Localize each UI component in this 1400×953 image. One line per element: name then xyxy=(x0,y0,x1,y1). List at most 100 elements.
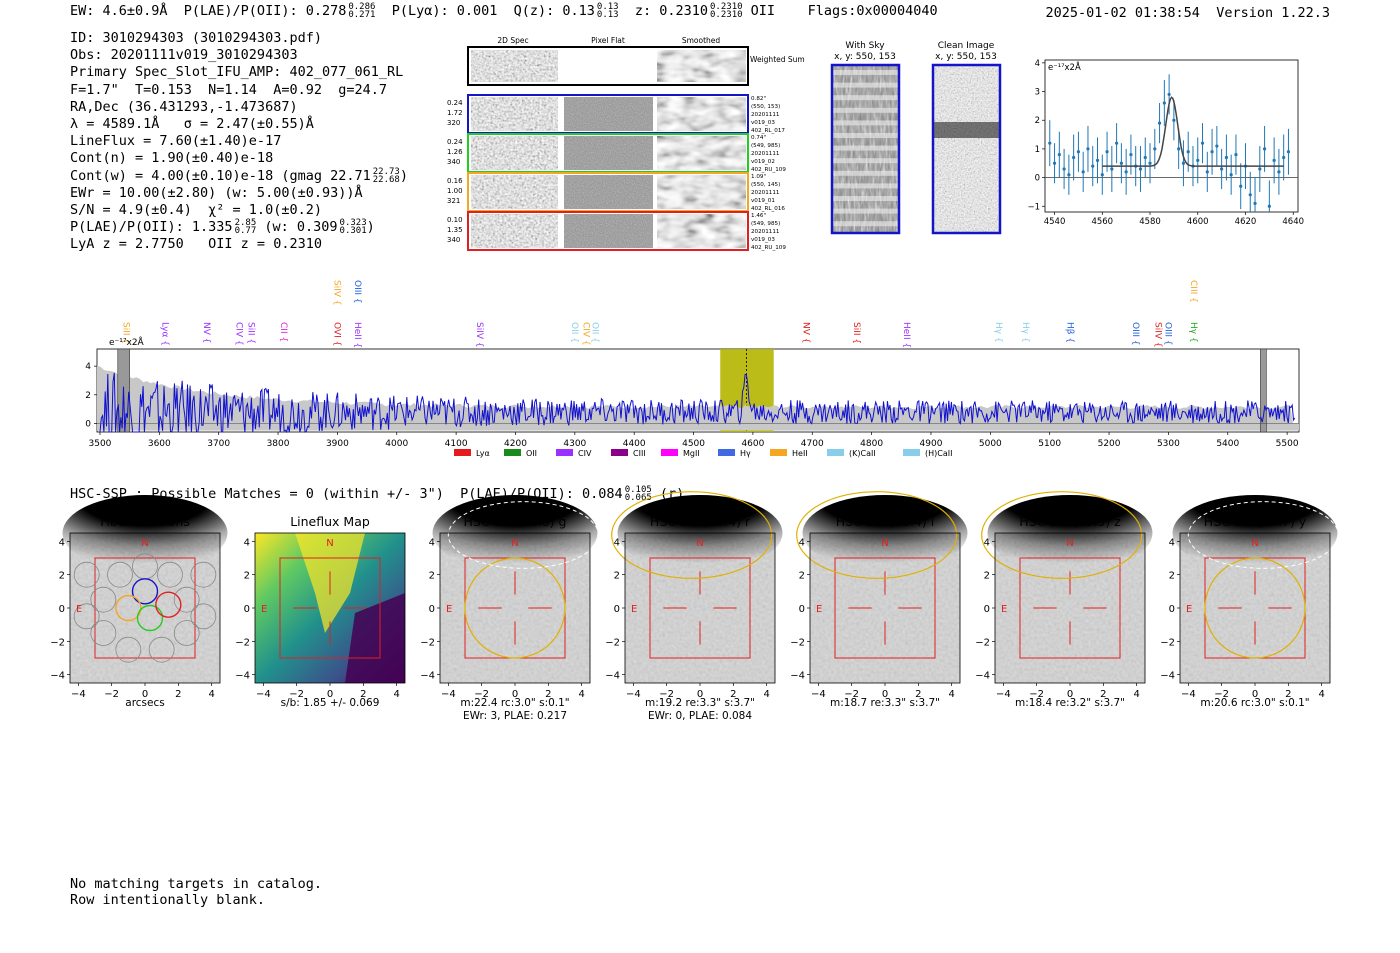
stamp-aperture-box xyxy=(279,557,381,659)
stamp-xtick-label: −4 xyxy=(626,689,641,700)
fiber-circle xyxy=(73,603,100,630)
stamp-ytick-label: −2 xyxy=(50,637,65,648)
zoom-point xyxy=(1234,153,1238,157)
cutout-right-value: v019_01 xyxy=(751,198,775,204)
stamp-source-ellipse xyxy=(611,491,773,579)
zoom-point xyxy=(1258,167,1262,171)
spec-line-label-text: OII { xyxy=(590,322,600,343)
stamp-ytick-label: −4 xyxy=(235,671,250,682)
zoom-xtick-label: 4580 xyxy=(1139,217,1161,227)
spec-line-label: SiII { xyxy=(851,322,861,344)
stamp-xtick-label: −4 xyxy=(441,689,456,700)
zoom-point xyxy=(1115,141,1119,145)
zoom-point xyxy=(1229,173,1233,177)
weighted-sum-label: Weighted Sum xyxy=(750,55,805,64)
spec-ytick-label: 2 xyxy=(85,391,91,401)
stamp-aperture-box xyxy=(834,557,936,659)
with-sky-image xyxy=(830,63,901,235)
spec-line-label-text: CIII { xyxy=(1188,280,1198,303)
cutout-row: 0.16 1.00 321 1.09" (550, 145) 20201111 v019_0… xyxy=(447,172,785,212)
zoom-point xyxy=(1282,155,1286,160)
spec-line-label: NV { xyxy=(800,322,810,343)
stamp-ytick-label: 0 xyxy=(614,604,620,615)
fiber-circle-highlight xyxy=(131,578,159,605)
cutout-right-value: 20201111 xyxy=(751,151,780,157)
zoom-point xyxy=(1095,158,1100,162)
stamp-xtick-label: 2 xyxy=(175,689,181,700)
zoom-xtick-label: 4600 xyxy=(1187,217,1209,227)
spec-line-label: OIII { xyxy=(1130,322,1140,346)
info-lambda: λ = 4589.1Å σ = 2.47(±0.55)Å xyxy=(70,116,314,133)
fiber-circle-highlight xyxy=(115,594,142,622)
spec-line-label-text: Hβ { xyxy=(1064,322,1074,343)
cutout-left-value: 0.10 xyxy=(447,216,463,224)
stamp-xtick-label: 0 xyxy=(1067,689,1073,700)
footer-note: No matching targets in catalog. Row inten… xyxy=(70,876,322,908)
zoom-point xyxy=(1153,147,1157,151)
spec-legend-label: Hγ xyxy=(740,449,751,458)
spec-line-label: Lyα { xyxy=(159,322,169,346)
spec-legend-swatch xyxy=(611,449,628,456)
stamp-ytick-label: 2 xyxy=(59,571,65,582)
zoom-point xyxy=(1143,155,1147,160)
fiber-circle-highlight xyxy=(155,591,182,618)
spec-line-label-text: SiII { xyxy=(851,322,861,344)
cutout-left-value: 0.24 xyxy=(447,99,463,107)
stamp-ytick-label: −2 xyxy=(605,637,620,648)
cutout-rows: 0.24 1.72 320 0.82" (550, 153) 20201111 v019_0… xyxy=(447,94,786,251)
stamp-ytick-label: −4 xyxy=(975,671,990,682)
cutout-left-value: 1.35 xyxy=(447,226,463,234)
stamp-ytick-label: 4 xyxy=(59,537,65,548)
zoom-point xyxy=(1167,92,1171,97)
info-contw: Cont(w) = 4.00(±0.10)e-18 (gmag 22.71 22.… xyxy=(70,166,408,185)
spec-line-label: HeII { xyxy=(901,322,911,348)
stamp-ytick-label: 4 xyxy=(984,537,990,548)
stamp-ytick-label: 0 xyxy=(1169,604,1175,615)
stamp-caption: m:18.4 re:3.2" s:3.7" xyxy=(1015,697,1125,709)
spec-xtick-label: 5200 xyxy=(1098,439,1121,449)
stamp-aperture-circle xyxy=(1204,557,1306,659)
spec-line-label: CIII { xyxy=(1188,280,1198,303)
cutout-right-value: 0.82" xyxy=(751,96,766,102)
spec-xtick-label: 3500 xyxy=(89,439,112,449)
spec-xtick-label: 4300 xyxy=(563,439,586,449)
zoom-point xyxy=(1057,153,1061,157)
info-lineflux: LineFlux = 7.60(±1.40)e-17 xyxy=(70,133,282,150)
spec-line-label-text: HeII { xyxy=(352,322,362,348)
spec-line-label-text: OIII { xyxy=(1162,322,1172,346)
info-radec: RA,Dec (36.431293,-1.473687) xyxy=(70,98,298,115)
zoom-ytick-label: 3 xyxy=(1035,88,1040,98)
spec-line-label-text: NV { xyxy=(800,322,810,343)
cutout-left-value: 320 xyxy=(447,119,460,127)
stamp-source-ellipse xyxy=(796,491,958,579)
spec-ytick-label: 0 xyxy=(85,419,91,429)
cutout-row-frame xyxy=(467,211,749,251)
spec-line-label-text: Hγ { xyxy=(993,322,1003,343)
spec-line-label: CII { xyxy=(278,322,288,342)
stamp-xtick-label: 4 xyxy=(393,689,399,700)
clean-image xyxy=(931,63,1002,235)
cutout-right-value: 402_RU_109 xyxy=(751,245,786,251)
spec-line-label-text: HeII { xyxy=(901,322,911,348)
stamp-source-ellipse xyxy=(981,491,1143,579)
header-q-range: 0.13 0.13 xyxy=(596,2,619,20)
stamp-xtick-label: 2 xyxy=(1285,689,1291,700)
stamp-xtick-label: 2 xyxy=(545,689,551,700)
spec-legend-label: CIV xyxy=(578,449,592,458)
cutout-right-value: 1.09" xyxy=(751,174,766,180)
zoom-point xyxy=(1210,150,1214,154)
stamp-xtick-label: 0 xyxy=(327,689,333,700)
cutout-right-value: 402_RL_016 xyxy=(751,206,785,212)
zoom-point xyxy=(1205,170,1209,174)
spec-line-label-text: NV { xyxy=(201,322,211,343)
weighted-sum-row: Weighted Sum xyxy=(467,46,805,86)
spec-line-label: SiII { xyxy=(245,322,255,344)
fiber-circle-highlight xyxy=(136,604,164,632)
fiber-circle xyxy=(190,603,217,630)
stamp-xtick-label: −4 xyxy=(256,689,271,700)
fiber-circle xyxy=(90,620,117,646)
stamp-panel: Lineflux Map N E −4 −2 0 2 4 4 2 0 −2 −4 s/b: 1.85 +/… xyxy=(235,514,406,709)
stamp-xtick-label: 4 xyxy=(948,689,954,700)
